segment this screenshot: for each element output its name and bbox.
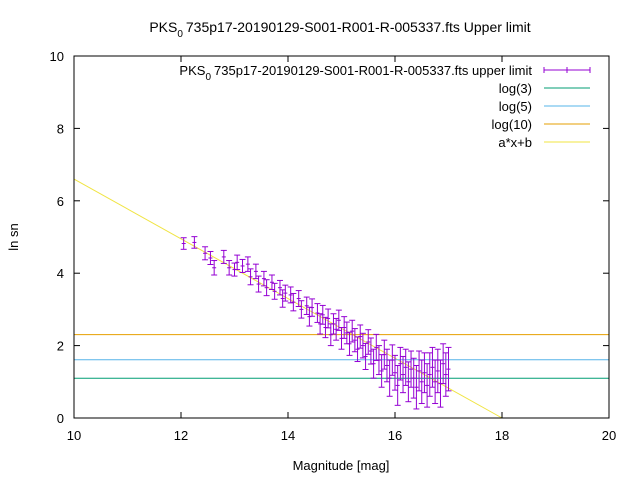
data-point (351, 328, 358, 353)
data-point (405, 361, 412, 403)
data-point (333, 317, 340, 341)
data-point (282, 284, 289, 302)
y-axis-label: ln sn (6, 223, 21, 250)
data-point (303, 296, 310, 315)
data-point (416, 350, 423, 392)
axes-layer: 10 12 14 16 18 20 0 2 4 6 8 10 (50, 49, 617, 443)
legend: PKS0 735p17-20190129-S001-R001-R-005337.f… (179, 63, 591, 150)
x-tick-label: 12 (174, 428, 188, 443)
data-point (394, 365, 401, 406)
data-point (226, 260, 233, 276)
x-tick-label: 18 (495, 428, 509, 443)
y-tick-label: 8 (57, 121, 64, 136)
legend-label-log3: log(3) (499, 81, 532, 96)
x-tick-label: 14 (281, 428, 295, 443)
y-tick-label: 6 (57, 194, 64, 209)
legend-label-log5: log(5) (499, 99, 532, 114)
data-point (287, 286, 294, 304)
x-tick-label: 10 (67, 428, 81, 443)
y-tick-label: 2 (57, 339, 64, 354)
data-point (255, 275, 262, 293)
data-point (202, 246, 209, 261)
data-point (330, 313, 337, 335)
data-point (359, 332, 366, 359)
data-point (370, 348, 377, 379)
legend-label-fit: a*x+b (498, 135, 532, 150)
data-point (309, 298, 316, 317)
data-point (400, 355, 407, 394)
data-point (373, 333, 380, 361)
data-point (290, 292, 297, 312)
data-point (346, 331, 353, 356)
data-point (263, 279, 270, 297)
data-point (349, 319, 356, 343)
data-point (319, 304, 326, 325)
data-point (260, 270, 267, 287)
points-layer (180, 236, 452, 410)
data-point (271, 282, 278, 300)
data-point (220, 249, 227, 264)
data-point (211, 260, 218, 276)
y-tick-label: 4 (57, 266, 64, 281)
y-tick-label: 0 (57, 411, 64, 426)
data-point (298, 300, 305, 319)
data-point (247, 268, 254, 286)
legend-label-log10: log(10) (492, 117, 532, 132)
data-point (357, 324, 364, 349)
data-point (365, 329, 372, 355)
data-point (440, 343, 447, 385)
data-point (343, 321, 350, 345)
x-axis-label: Magnitude [mag] (293, 458, 390, 473)
x-tick-label: 20 (602, 428, 616, 443)
data-point (239, 258, 246, 273)
chart-title: PKS0 735p17-20190129-S001-R001-R-005337.f… (149, 19, 530, 40)
data-point (378, 354, 385, 388)
data-point (279, 289, 286, 308)
data-point (234, 254, 241, 271)
data-point (381, 339, 388, 370)
data-point (408, 350, 415, 388)
data-point (207, 250, 214, 266)
data-point (295, 290, 302, 308)
data-point (392, 354, 398, 391)
data-point (424, 363, 431, 408)
data-point (362, 342, 369, 370)
data-point (375, 345, 382, 376)
data-point (314, 303, 321, 323)
data-point (410, 357, 417, 399)
data-point (397, 346, 404, 381)
data-point (429, 346, 436, 388)
data-point (383, 348, 390, 383)
x-tick-label: 16 (388, 428, 402, 443)
data-point (421, 352, 428, 394)
data-point (434, 348, 441, 394)
data-point (426, 352, 433, 397)
data-point (432, 359, 439, 405)
data-point (445, 346, 452, 392)
data-point (325, 308, 332, 329)
data-point (413, 365, 420, 410)
data-point (442, 352, 449, 397)
data-point (180, 237, 187, 250)
data-point (402, 348, 409, 386)
plot-border (73, 55, 610, 419)
data-point (276, 279, 283, 296)
data-point (268, 274, 275, 290)
data-point (389, 344, 396, 376)
data-point (191, 236, 198, 249)
data-point (341, 316, 348, 339)
data-point (418, 359, 425, 405)
y-tick-label: 10 (50, 49, 64, 64)
data-point (244, 256, 251, 272)
legend-label-points: PKS0 735p17-20190129-S001-R001-R-005337.f… (179, 63, 532, 83)
